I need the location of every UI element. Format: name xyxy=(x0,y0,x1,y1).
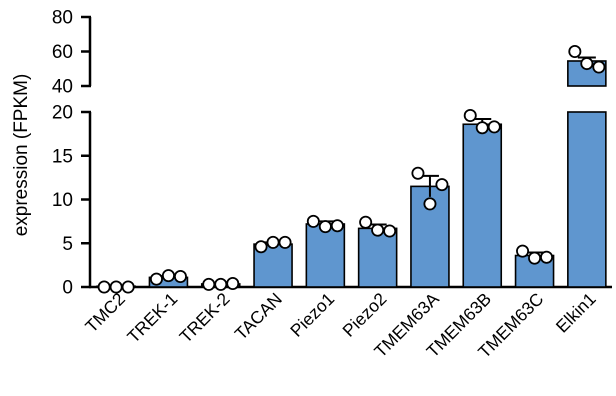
x-tick-label: TACAN xyxy=(231,289,286,344)
data-point xyxy=(592,60,606,74)
bar xyxy=(305,223,346,288)
data-point xyxy=(463,109,477,123)
x-tick-label: Elkin1 xyxy=(552,289,600,337)
data-point xyxy=(254,240,268,254)
y-tick-label: 80 xyxy=(52,8,73,29)
data-point xyxy=(318,220,332,234)
data-point xyxy=(214,277,228,291)
axes xyxy=(88,17,612,289)
data-point xyxy=(306,214,320,228)
bar xyxy=(357,227,398,288)
data-point xyxy=(149,272,163,286)
data-point xyxy=(97,280,111,294)
data-point xyxy=(359,215,373,229)
data-point xyxy=(568,45,582,59)
y-tick-label: 40 xyxy=(52,77,73,98)
data-point xyxy=(161,269,175,283)
data-point xyxy=(121,280,135,294)
data-point xyxy=(528,251,542,265)
y-axis-label: expression (FPKM) xyxy=(11,74,32,237)
y-tick-label: 5 xyxy=(62,234,73,255)
y-tick-label: 0 xyxy=(62,278,73,299)
y-tick-label: 15 xyxy=(52,146,73,167)
y-ticks: 0 5 10 15 20 40 60 80 xyxy=(52,8,91,299)
data-point xyxy=(173,269,187,283)
x-tick-label: TMC2 xyxy=(81,289,129,337)
bar xyxy=(567,111,607,288)
data-point xyxy=(423,197,437,211)
data-point xyxy=(371,223,385,237)
data-point xyxy=(202,277,216,291)
bar xyxy=(462,123,503,288)
data-point xyxy=(487,120,501,134)
data-point xyxy=(516,244,530,258)
data-point xyxy=(278,235,292,249)
data-point xyxy=(383,224,397,238)
data-point xyxy=(226,276,240,290)
data-point xyxy=(540,250,554,264)
x-tick-label: TREK-2 xyxy=(175,289,233,347)
x-tick-label: Piezo2 xyxy=(338,289,390,341)
data-points xyxy=(97,45,606,294)
y-tick-label: 20 xyxy=(52,103,73,124)
data-point xyxy=(580,57,594,71)
y-tick-label: 10 xyxy=(52,190,73,211)
data-point xyxy=(411,166,425,180)
data-point xyxy=(330,219,344,233)
x-tick-label: Piezo1 xyxy=(286,289,338,341)
data-point xyxy=(435,178,449,192)
data-point xyxy=(266,235,280,249)
x-tick-label: TREK-1 xyxy=(123,289,181,347)
data-point xyxy=(475,121,489,135)
y-tick-label: 60 xyxy=(52,42,73,63)
